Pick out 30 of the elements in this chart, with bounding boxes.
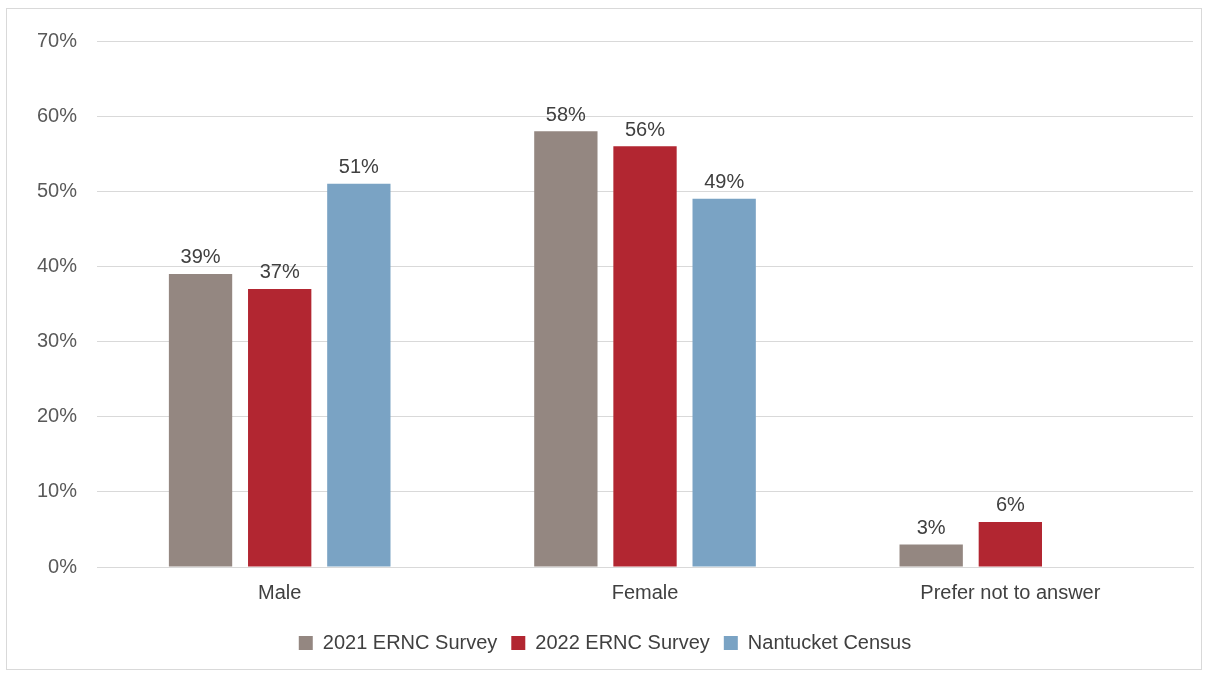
- legend-label: Nantucket Census: [747, 630, 912, 653]
- bar: [613, 146, 677, 567]
- x-tick-label: Female: [611, 580, 679, 603]
- y-tick-label: 10%: [37, 479, 78, 502]
- legend-label: 2022 ERNC Survey: [535, 630, 710, 653]
- bar: [899, 544, 963, 567]
- y-tick-label: 30%: [37, 329, 78, 352]
- data-label: 58%: [545, 102, 587, 125]
- legend-label: 2021 ERNC Survey: [322, 630, 498, 653]
- bar: [327, 183, 391, 567]
- data-label: 3%: [916, 515, 946, 538]
- bar: [168, 273, 233, 567]
- bar: [692, 198, 756, 567]
- y-tick-label: 70%: [37, 28, 78, 51]
- data-label: 56%: [625, 117, 666, 140]
- bar: [978, 521, 1042, 567]
- bar: [534, 131, 598, 567]
- x-tick-label: Prefer not to answer: [920, 580, 1101, 603]
- x-tick-label: Male: [258, 580, 302, 603]
- y-tick-label: 50%: [37, 178, 78, 201]
- data-label: 37%: [259, 260, 300, 283]
- data-label: 39%: [180, 245, 221, 268]
- y-tick-label: 60%: [37, 103, 78, 126]
- data-label: 49%: [704, 170, 745, 193]
- y-tick-label: 40%: [37, 253, 78, 276]
- y-tick-label: 0%: [48, 554, 78, 577]
- data-label: 51%: [338, 155, 380, 178]
- y-tick-label: 20%: [37, 404, 78, 427]
- data-label: 6%: [995, 493, 1026, 516]
- bar: [248, 288, 312, 567]
